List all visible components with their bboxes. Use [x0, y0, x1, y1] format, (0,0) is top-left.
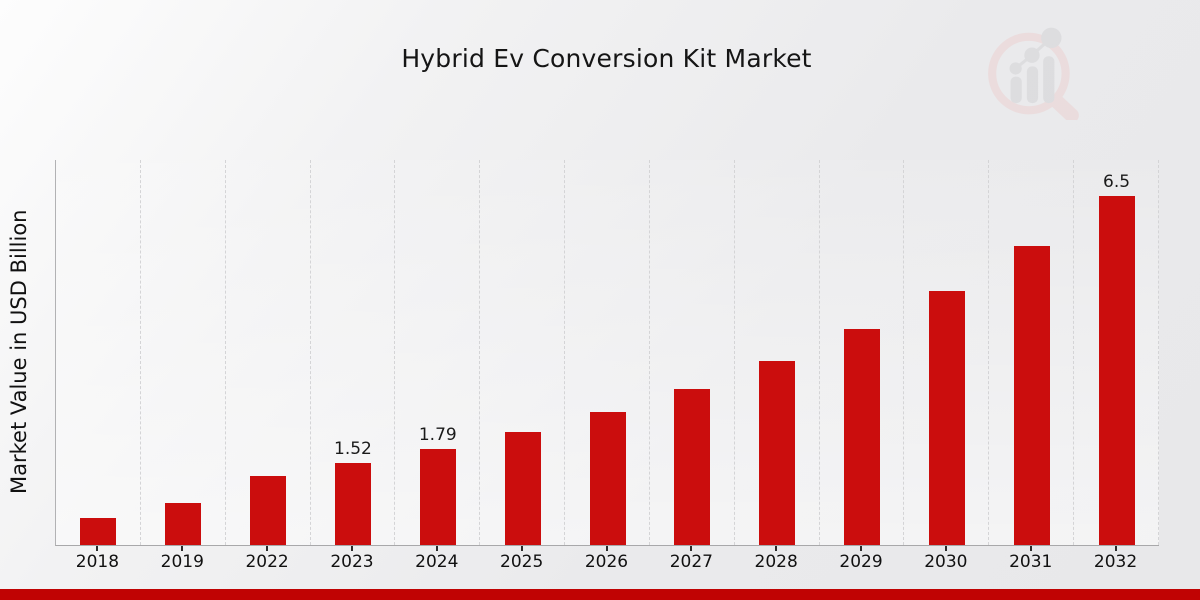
gridline	[394, 160, 396, 545]
logo-bar-large	[1043, 56, 1055, 104]
x-tick-label-2023: 2023	[330, 552, 374, 572]
bar-2028	[759, 360, 796, 545]
logo-dot-medium	[1024, 47, 1040, 63]
x-axis-tick	[775, 546, 778, 551]
gridline	[139, 160, 141, 545]
x-tick-label-2031: 2031	[1009, 552, 1053, 572]
x-axis-tick	[350, 546, 353, 551]
x-tick-label-2028: 2028	[754, 552, 798, 572]
gridline	[733, 160, 735, 545]
plot-area: 1.52 1.79 6.5	[55, 160, 1159, 546]
gridline	[479, 160, 481, 545]
gridline	[818, 160, 820, 545]
bar-value-label-2032: 6.5	[1103, 171, 1131, 192]
bar-2026	[589, 411, 626, 545]
logo-bar-medium	[1026, 66, 1039, 104]
x-tick-label-2022: 2022	[245, 552, 289, 572]
magnifier-ring	[988, 32, 1070, 115]
y-axis-title: Market Value in USD Billion	[7, 209, 31, 494]
gridline	[1158, 160, 1159, 545]
x-tick-label-2029: 2029	[839, 552, 883, 572]
x-axis-tick	[860, 546, 863, 551]
x-tick-label-2025: 2025	[500, 552, 544, 572]
bar-2019	[165, 503, 202, 545]
x-tick-label-2030: 2030	[924, 552, 968, 572]
bar-value-label-2023: 1.52	[334, 439, 372, 460]
x-tick-label-2019: 2019	[160, 552, 204, 572]
bar-2032	[1098, 196, 1135, 545]
market-research-magnifier-logo	[988, 27, 1079, 120]
x-axis-tick	[435, 546, 438, 551]
x-axis-tick	[520, 546, 523, 551]
gridline	[1073, 160, 1075, 545]
x-tick-label-2026: 2026	[584, 552, 629, 572]
gridline	[309, 160, 311, 545]
gridline	[224, 160, 226, 545]
x-axis-tick	[605, 546, 608, 551]
bar-2029	[844, 329, 881, 545]
bar-2025	[504, 432, 541, 545]
bar-2024	[419, 448, 456, 545]
chart-title: Hybrid Ev Conversion Kit Market	[401, 44, 812, 73]
x-axis-tick	[266, 546, 269, 551]
bar-2031	[1013, 245, 1050, 545]
gridline	[903, 160, 905, 545]
bar-value-label-2024: 1.79	[418, 424, 457, 445]
x-tick-label-2032: 2032	[1093, 552, 1138, 572]
x-tick-label-2027: 2027	[669, 552, 713, 572]
x-axis-tick	[1029, 546, 1032, 551]
footer-accent-strip	[0, 589, 1200, 600]
gridline	[564, 160, 566, 545]
bar-2022	[250, 476, 287, 545]
bar-2018	[80, 518, 117, 545]
logo-bar-small	[1010, 76, 1022, 104]
bar-2023	[334, 463, 371, 545]
x-axis-tick	[181, 546, 184, 551]
x-tick-label-2018: 2018	[75, 552, 120, 572]
gridline	[988, 160, 990, 545]
x-axis-tick	[944, 546, 947, 551]
logo-dot-large	[1041, 27, 1062, 49]
bar-2030	[928, 291, 965, 545]
bar-2027	[674, 388, 711, 545]
x-axis-tick	[690, 546, 693, 551]
gridline	[648, 160, 650, 545]
x-axis-tick	[1114, 546, 1117, 551]
logo-dot-small	[1009, 62, 1022, 75]
magnifier-handle	[1049, 93, 1079, 120]
x-axis-tick	[96, 546, 99, 551]
x-tick-label-2024: 2024	[415, 552, 459, 572]
